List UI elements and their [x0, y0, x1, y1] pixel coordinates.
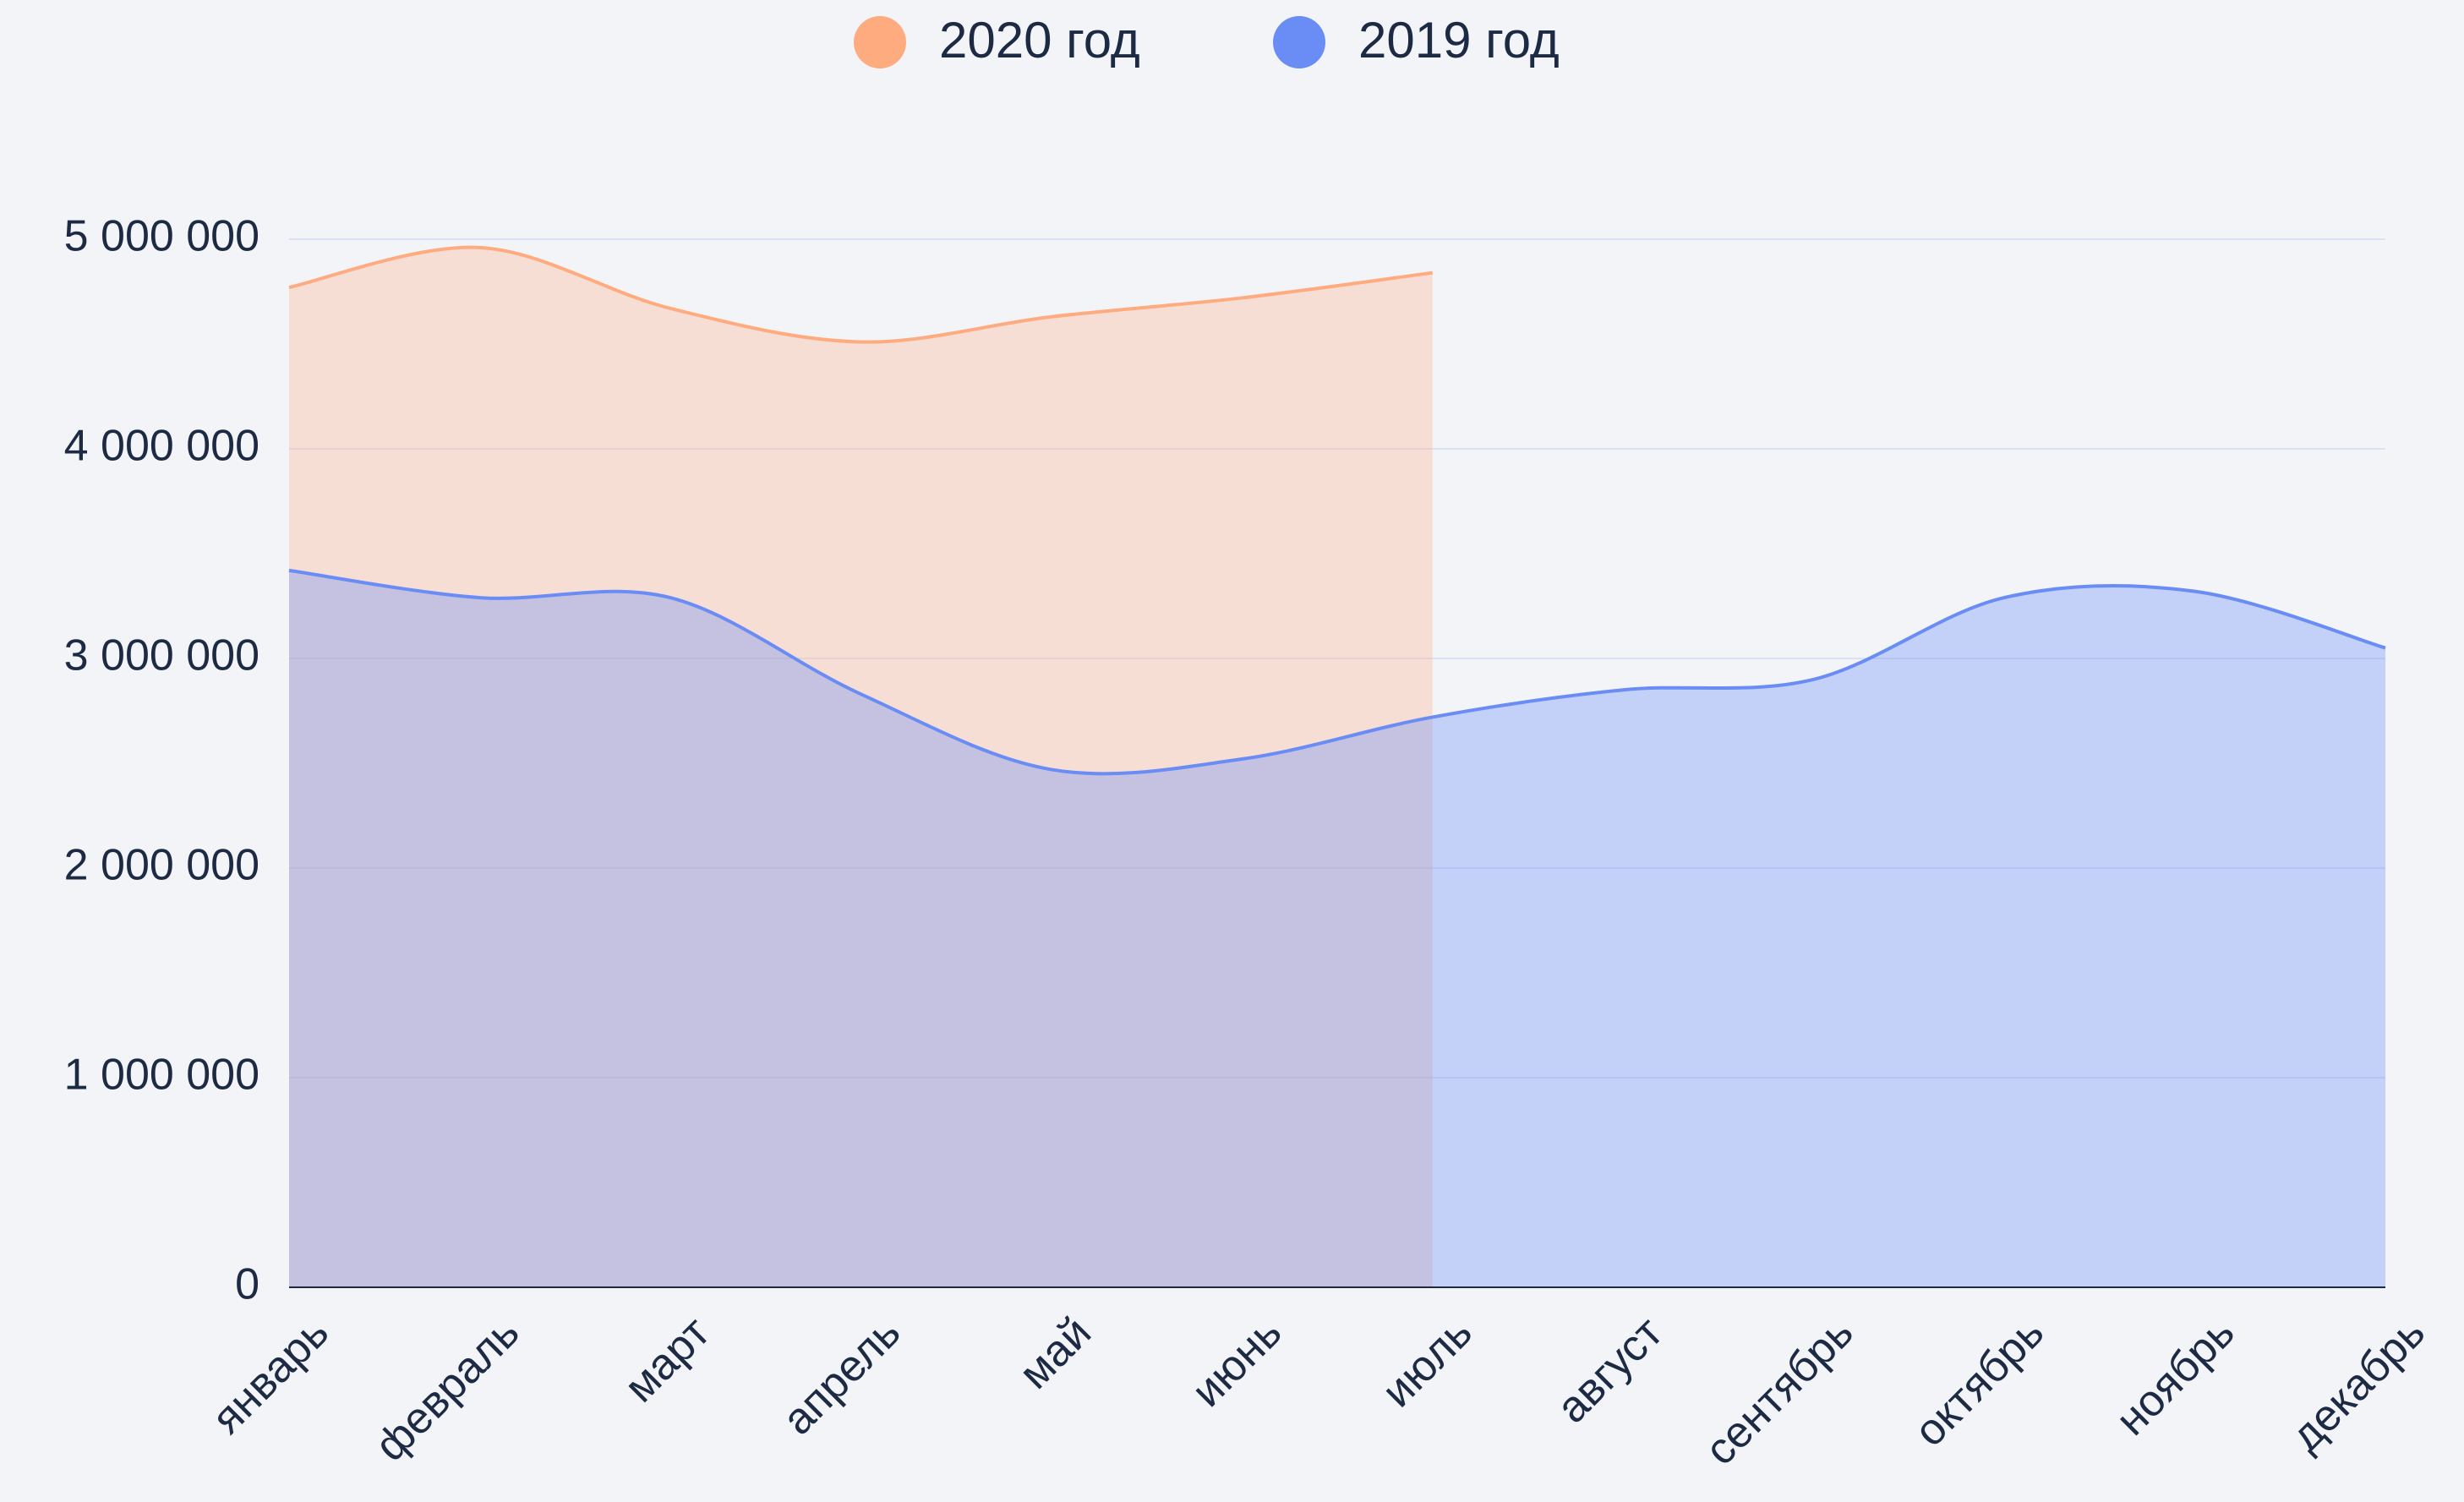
- x-tick-label: сентябрь: [1696, 1308, 1863, 1475]
- x-tick-label: март: [615, 1308, 719, 1412]
- area-line: [288, 245, 1433, 344]
- x-tick-label: август: [1548, 1308, 1673, 1433]
- y-tick-label: 2 000 000: [64, 841, 260, 890]
- legend-label: 2019 год: [1358, 12, 1560, 68]
- x-tick-label: январь: [203, 1308, 338, 1443]
- y-tick-label: 1 000 000: [64, 1051, 260, 1100]
- x-tick-label: октябрь: [1905, 1308, 2053, 1456]
- y-tick-label: 5 000 000: [64, 212, 260, 261]
- x-tick-label: ноябрь: [2106, 1308, 2243, 1445]
- area-line: [288, 568, 2386, 776]
- x-tick-label: декабрь: [2281, 1308, 2434, 1461]
- y-tick-label: 0: [235, 1260, 260, 1309]
- y-tick-label: 3 000 000: [64, 631, 260, 680]
- x-tick-label: апрель: [773, 1308, 910, 1445]
- y-tick-label: 4 000 000: [64, 422, 260, 471]
- x-tick-label: июль: [1373, 1308, 1482, 1417]
- legend-swatch: [1273, 16, 1325, 68]
- legend-label: 2020 год: [939, 12, 1140, 68]
- area-fill: [289, 247, 1433, 1287]
- x-tick-label: июнь: [1183, 1308, 1292, 1417]
- area-fill: [289, 570, 2385, 1287]
- legend-swatch: [854, 16, 906, 68]
- x-tick-label: февраль: [366, 1308, 529, 1471]
- x-tick-label: май: [1010, 1308, 1101, 1398]
